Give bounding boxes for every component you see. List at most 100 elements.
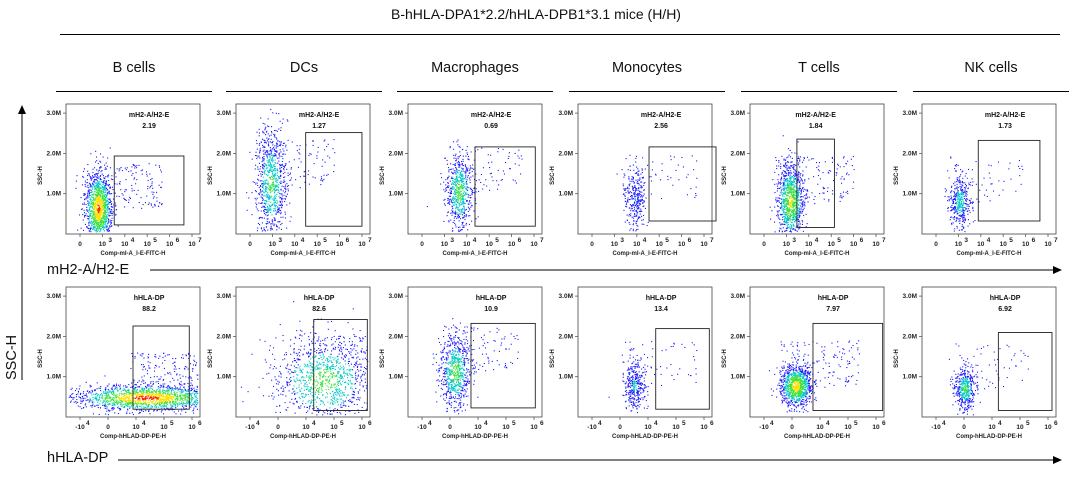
x-tick-label: 10 bbox=[188, 424, 196, 431]
x-tick-exponent: 7 bbox=[540, 237, 544, 244]
x-tick-label: 10 bbox=[1016, 424, 1024, 431]
x-tick-label: 10 bbox=[530, 241, 538, 248]
x-tick-label: 10 bbox=[611, 241, 619, 248]
y-tick-label: 1.0M bbox=[903, 191, 917, 198]
plot-frame bbox=[749, 286, 885, 418]
x-tick-exponent: 6 bbox=[368, 420, 372, 427]
x-tick-label: 10 bbox=[678, 241, 686, 248]
x-tick-exponent: 4 bbox=[473, 237, 477, 244]
gate-label: mH2-A/H2-E bbox=[299, 112, 340, 119]
x-tick-label: 0 bbox=[618, 424, 622, 431]
gate-label: mH2-A/H2-E bbox=[471, 112, 512, 119]
gate-percentage: 1.84 bbox=[809, 123, 823, 130]
column-header-nk-cells: NK cells bbox=[964, 60, 1018, 76]
gate-box bbox=[474, 146, 536, 227]
y-tick-label: 1.0M bbox=[217, 374, 231, 381]
x-tick-exponent: 4 bbox=[770, 420, 774, 427]
y-tick-label: 2.0M bbox=[903, 150, 917, 157]
x-tick-label: 10 bbox=[166, 241, 174, 248]
x-tick-label: 10 bbox=[441, 241, 449, 248]
x-tick-exponent: 6 bbox=[540, 420, 544, 427]
x-tick-label: 10 bbox=[1000, 241, 1008, 248]
x-tick-exponent: 7 bbox=[710, 237, 714, 244]
y-tick-label: 3.0M bbox=[903, 110, 917, 117]
x-axis-title: Comp-hHLAD-DP-PE-H bbox=[442, 434, 508, 440]
event-dots bbox=[768, 340, 860, 413]
x-axis-title: Comp-mI-A_I-E-FITC-H bbox=[271, 251, 336, 257]
figure-title: B-hHLA-DPA1*2.2/hHLA-DPB1*3.1 mice (H/H) bbox=[391, 6, 681, 22]
x-tick-label: 10 bbox=[160, 424, 168, 431]
column-header-b-cells: B cells bbox=[112, 60, 156, 76]
x-tick-label: 0 bbox=[78, 241, 82, 248]
y-tick-label: 3.0M bbox=[47, 110, 61, 117]
x-tick-exponent: 6 bbox=[176, 237, 180, 244]
gate-label: mH2-A/H2-E bbox=[641, 112, 682, 119]
x-tick-label: 0 bbox=[934, 241, 938, 248]
x-tick-label: 10 bbox=[783, 241, 791, 248]
gate-box bbox=[796, 138, 835, 228]
x-tick-label: 10 bbox=[672, 424, 680, 431]
x-tick-label: 10 bbox=[872, 241, 880, 248]
column-rule bbox=[226, 91, 382, 92]
y-axis-title: SSC-H bbox=[208, 349, 214, 368]
event-dots bbox=[68, 352, 199, 416]
y-tick-label: 2.0M bbox=[389, 333, 403, 340]
event-dots bbox=[944, 156, 1024, 233]
x-tick-label: 10 bbox=[988, 424, 996, 431]
row2-marker-label: hHLA-DP bbox=[47, 450, 109, 466]
y-axis-title: SSC-H bbox=[894, 349, 900, 368]
column-header-macrophages: Macrophages bbox=[431, 60, 519, 76]
title-rule bbox=[60, 34, 1060, 35]
event-dots bbox=[246, 108, 336, 232]
row2-x-arrow bbox=[118, 456, 1062, 464]
y-tick-label: 2.0M bbox=[559, 333, 573, 340]
gate-box bbox=[305, 132, 363, 227]
x-tick-label: 0 bbox=[590, 241, 594, 248]
y-tick-label: 1.0M bbox=[559, 374, 573, 381]
gate-percentage: 88.2 bbox=[142, 306, 156, 313]
x-tick-exponent: 4 bbox=[998, 420, 1002, 427]
x-tick-exponent: 6 bbox=[518, 237, 522, 244]
x-tick-exponent: 4 bbox=[815, 237, 819, 244]
x-tick-label: 0 bbox=[448, 424, 452, 431]
x-tick-label: 10 bbox=[358, 424, 366, 431]
x-tick-label: 10 bbox=[977, 241, 985, 248]
plot-frame bbox=[65, 103, 201, 235]
y-tick-label: 3.0M bbox=[47, 293, 61, 300]
x-tick-label: 10 bbox=[336, 241, 344, 248]
x-tick-label: 0 bbox=[276, 424, 280, 431]
y-tick-label: 3.0M bbox=[559, 293, 573, 300]
y-axis-title: SSC-H bbox=[550, 349, 556, 368]
x-tick-label: 10 bbox=[99, 241, 107, 248]
y-tick-label: 2.0M bbox=[217, 150, 231, 157]
y-axis-title: SSC-H bbox=[380, 349, 386, 368]
x-tick-label: 10 bbox=[269, 241, 277, 248]
x-tick-exponent: 6 bbox=[688, 237, 692, 244]
y-tick-label: 2.0M bbox=[559, 150, 573, 157]
plot-frame bbox=[921, 286, 1057, 418]
gate-percentage: 10.9 bbox=[484, 306, 498, 313]
x-tick-label: 10 bbox=[530, 424, 538, 431]
gate-box bbox=[132, 325, 190, 410]
x-tick-label: 10 bbox=[816, 424, 824, 431]
x-tick-exponent: 5 bbox=[170, 420, 174, 427]
y-tick-label: 3.0M bbox=[217, 293, 231, 300]
y-tick-label: 1.0M bbox=[731, 191, 745, 198]
row1-x-arrow bbox=[150, 266, 1062, 274]
gate-percentage: 2.19 bbox=[142, 123, 156, 130]
y-tick-label: 3.0M bbox=[731, 110, 745, 117]
x-tick-exponent: 4 bbox=[131, 237, 135, 244]
event-dots bbox=[432, 318, 519, 415]
x-tick-exponent: 4 bbox=[598, 420, 602, 427]
x-tick-label: -10 bbox=[245, 424, 255, 431]
y-axis-title: SSC-H bbox=[208, 166, 214, 185]
x-tick-exponent: 6 bbox=[710, 420, 714, 427]
x-tick-exponent: 4 bbox=[484, 420, 488, 427]
